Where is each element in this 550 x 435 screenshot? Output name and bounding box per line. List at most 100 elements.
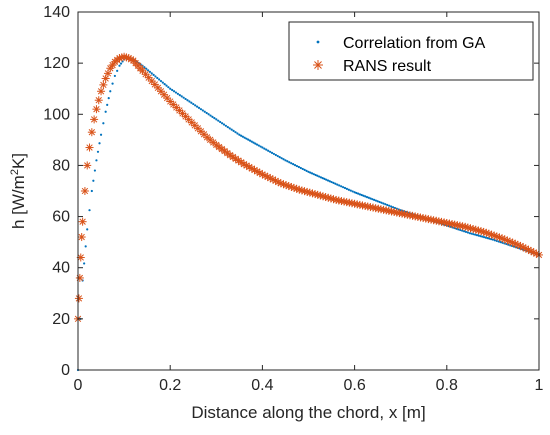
point-correlation [364, 195, 367, 198]
point-correlation [154, 75, 157, 78]
point-correlation [230, 128, 233, 131]
point-correlation [263, 147, 266, 150]
point-correlation [307, 170, 310, 173]
point-correlation [470, 232, 473, 235]
point-correlation [347, 188, 350, 191]
point-correlation [182, 96, 185, 99]
point-rans [87, 128, 96, 137]
point-correlation [376, 200, 379, 203]
point-correlation [254, 142, 257, 145]
point-correlation [362, 194, 365, 197]
point-rans [92, 105, 101, 114]
point-correlation [86, 228, 89, 231]
point-correlation [247, 138, 250, 141]
point-correlation [282, 158, 285, 161]
legend-label-correlation: Correlation from GA [343, 35, 486, 52]
point-correlation [312, 173, 315, 176]
point-correlation [180, 95, 183, 98]
point-rans [75, 273, 84, 282]
point-correlation [106, 103, 109, 107]
point-rans [85, 143, 94, 152]
point-correlation [236, 132, 239, 135]
x-axis-label: Distance along the chord, x [m] [191, 403, 425, 422]
point-correlation [391, 206, 395, 209]
point-correlation [113, 74, 116, 78]
point-correlation [96, 150, 100, 153]
point-correlation [261, 146, 264, 149]
point-correlation [118, 64, 121, 67]
point-correlation [159, 79, 163, 83]
point-correlation [226, 125, 229, 129]
point-correlation [326, 179, 330, 182]
point-correlation [195, 105, 199, 108]
point-correlation [278, 156, 281, 159]
x-tick-label: 0.6 [343, 377, 365, 394]
point-correlation [238, 133, 241, 136]
y-tick-label: 120 [43, 55, 70, 72]
point-correlation [299, 166, 302, 170]
point-correlation [499, 241, 502, 244]
point-correlation [222, 123, 226, 126]
point-correlation [301, 167, 304, 171]
point-correlation [245, 137, 248, 140]
point-correlation [188, 100, 191, 103]
point-rans [184, 115, 193, 124]
point-correlation [234, 131, 237, 134]
point-correlation [199, 108, 203, 111]
x-tick-label: 0.2 [159, 377, 181, 394]
x-tick-label: 0.4 [251, 377, 273, 394]
point-rans [147, 77, 156, 86]
point-correlation [325, 178, 328, 181]
point-correlation [84, 245, 87, 248]
point-correlation [156, 76, 159, 80]
point-correlation [203, 110, 206, 113]
point-correlation [374, 199, 377, 202]
point-correlation [209, 114, 212, 117]
point-correlation [92, 179, 95, 182]
point-correlation [197, 106, 201, 109]
point-correlation [158, 78, 161, 81]
point-correlation [90, 189, 93, 193]
point-rans [99, 80, 108, 89]
y-axis-label-tail: K] [9, 153, 28, 169]
point-correlation [378, 200, 381, 204]
legend-asterisk-icon [313, 60, 323, 70]
point-correlation [248, 139, 252, 142]
point-correlation [303, 168, 306, 172]
point-correlation [220, 122, 224, 125]
point-rans [90, 115, 99, 124]
point-correlation [224, 124, 228, 127]
point-correlation [172, 90, 176, 93]
point-correlation [338, 184, 341, 187]
point-rans [76, 253, 85, 262]
point-correlation [148, 70, 152, 73]
y-tick-label: 40 [52, 260, 70, 277]
x-tick-label: 0.8 [436, 377, 458, 394]
point-correlation [274, 153, 277, 157]
y-tick-label: 20 [52, 311, 70, 328]
point-correlation [152, 73, 155, 77]
point-correlation [190, 101, 193, 104]
legend-box [288, 21, 534, 81]
y-axis-label-main: h [W/m [9, 175, 28, 229]
point-correlation [292, 163, 295, 166]
point-correlation [201, 109, 204, 112]
point-correlation [288, 161, 291, 164]
point-correlation [280, 157, 283, 160]
point-correlation [146, 69, 150, 72]
point-correlation [252, 141, 255, 144]
point-rans [78, 217, 87, 226]
point-correlation [111, 82, 114, 85]
point-correlation [349, 189, 352, 192]
point-correlation [257, 144, 260, 147]
point-correlation [272, 152, 276, 156]
point-correlation [295, 164, 299, 168]
y-tick-label: 60 [52, 209, 70, 226]
point-correlation [475, 234, 479, 237]
point-correlation [341, 186, 345, 189]
y-axis-ticks: 0 20 40 60 80 100 120 140 [43, 4, 539, 379]
point-correlation [305, 169, 308, 172]
point-correlation [93, 169, 97, 172]
point-correlation [493, 239, 496, 242]
point-correlation [318, 175, 321, 178]
